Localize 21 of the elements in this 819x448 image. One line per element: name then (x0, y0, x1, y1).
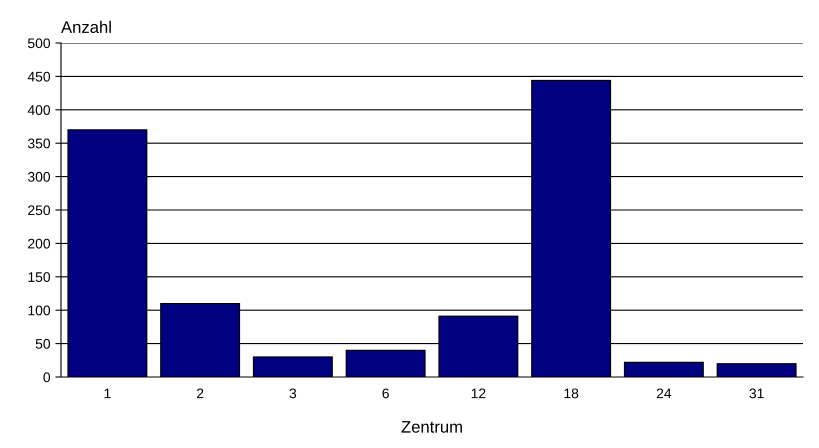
y-tick-label: 0 (43, 372, 50, 382)
y-tick-label: 50 (36, 338, 50, 349)
x-tick-label: 6 (382, 388, 389, 398)
x-axis-title: Zentrum (402, 421, 462, 433)
y-tick-label: 400 (28, 105, 50, 115)
x-tick-label: 31 (749, 388, 764, 398)
y-tick-label: 450 (28, 72, 50, 82)
x-tick-label: 2 (196, 388, 204, 398)
x-tick-label: 18 (564, 388, 578, 398)
y-tick-label: 300 (28, 172, 50, 182)
y-tick-label: 200 (28, 238, 50, 249)
y-tick-label: 150 (28, 272, 50, 282)
y-axis-title: Anzahl (61, 20, 111, 34)
x-tick-label: 12 (472, 388, 486, 398)
x-tick-label: 1 (104, 388, 111, 398)
x-tick-label: 3 (290, 388, 296, 398)
y-tick-label: 350 (28, 138, 50, 148)
y-tick-label: 500 (28, 38, 50, 48)
x-tick-label: 24 (656, 388, 672, 398)
y-tick-label: 100 (28, 306, 50, 316)
y-tick-label: 250 (28, 205, 50, 216)
